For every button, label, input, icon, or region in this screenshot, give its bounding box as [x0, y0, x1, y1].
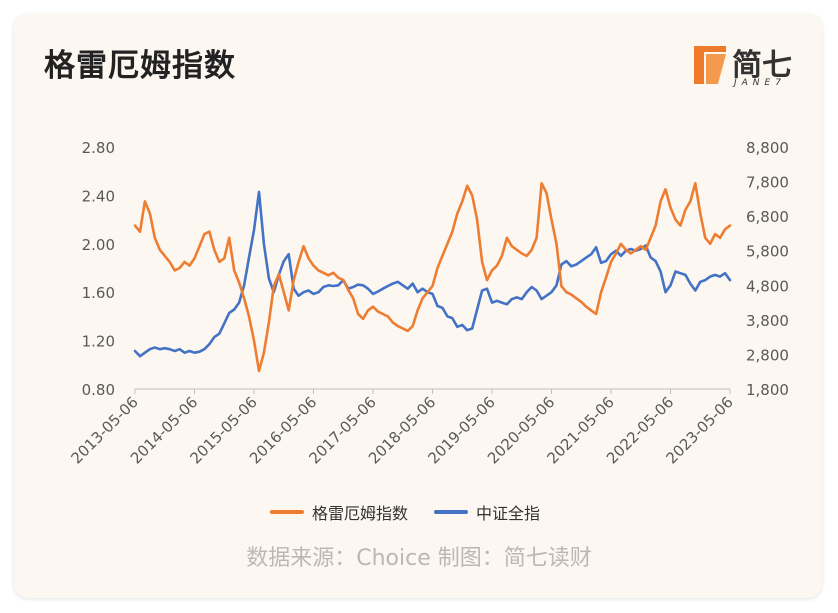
- legend-item-csi-all: 中证全指: [434, 500, 540, 524]
- legend-item-graham: 格雷厄姆指数: [270, 500, 408, 524]
- right-tick-label: 5,800: [746, 243, 789, 261]
- brand-logo: 简七 JANE7: [690, 40, 810, 96]
- left-tick-label: 2.00: [82, 236, 115, 254]
- page-title: 格雷厄姆指数: [44, 48, 236, 84]
- legend-swatch-orange: [270, 510, 304, 514]
- right-tick-label: 8,800: [746, 139, 789, 157]
- left-tick-label: 1.60: [82, 284, 115, 302]
- logo-text: 简七: [732, 48, 792, 83]
- logo-subtext: JANE7: [734, 78, 786, 88]
- right-tick-label: 1,800: [746, 381, 789, 399]
- right-tick-label: 4,800: [746, 277, 789, 295]
- chart-card: [14, 14, 822, 598]
- left-tick-label: 2.80: [82, 139, 115, 157]
- series-line-graham: [133, 182, 732, 373]
- left-axis: 0.80 1.20 1.60 2.00 2.40 2.80: [82, 139, 115, 399]
- right-tick-label: 3,800: [746, 312, 789, 330]
- left-tick-label: 0.80: [82, 381, 115, 399]
- legend-label-csi-all: 中证全指: [476, 504, 541, 523]
- legend: 格雷厄姆指数 中证全指: [270, 500, 540, 524]
- source-note: 数据来源：Choice 制图：简七读财: [246, 546, 592, 571]
- jane7-logo-icon: [694, 46, 726, 84]
- right-axis: 1,800 2,800 3,800 4,800 5,800 6,800 7,800 8,800: [746, 139, 789, 399]
- left-tick-label: 2.40: [82, 187, 115, 205]
- x-axis: 2013-05-062014-05-062015-05-062016-05-06…: [67, 389, 737, 467]
- right-tick-label: 7,800: [746, 174, 789, 192]
- legend-swatch-blue: [434, 510, 469, 514]
- legend-label-graham: 格雷厄姆指数: [312, 504, 409, 523]
- right-tick-label: 2,800: [746, 346, 789, 364]
- series-line-csi-all: [133, 190, 732, 358]
- series-lines: [133, 182, 732, 373]
- left-tick-label: 1.20: [82, 333, 115, 351]
- right-tick-label: 6,800: [746, 208, 789, 226]
